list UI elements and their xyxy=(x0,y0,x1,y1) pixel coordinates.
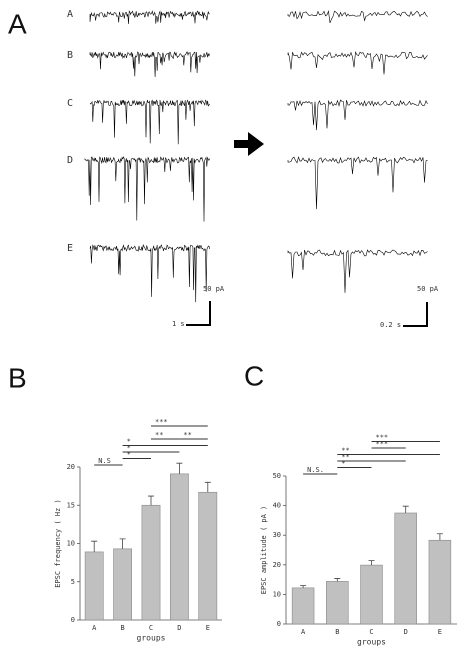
y-tick-label: 20 xyxy=(67,463,75,471)
y-tick-label: 50 xyxy=(273,472,281,480)
significance-label: *** xyxy=(376,434,389,442)
x-tick-label: A xyxy=(301,628,306,636)
x-tick-label: C xyxy=(369,628,373,636)
bar xyxy=(113,548,132,621)
x-tick-label: C xyxy=(149,624,153,632)
trace xyxy=(89,243,210,303)
panel-label: C xyxy=(244,360,264,391)
significance-label: * xyxy=(127,438,131,446)
significance-label: N.S. xyxy=(307,466,324,474)
bar xyxy=(198,491,218,621)
y-tick-label: 0 xyxy=(71,616,75,624)
bar xyxy=(84,551,104,621)
panel-label: B xyxy=(8,362,27,393)
scale-label: 50 pA xyxy=(417,285,439,293)
y-tick-label: 20 xyxy=(273,561,281,569)
y-axis-label: EPSC amplitude ( pA ) xyxy=(260,506,268,595)
error-bar xyxy=(368,560,375,566)
y-axis-label: EPSC frequency ( Hz ) xyxy=(54,499,62,588)
arrow xyxy=(234,132,264,156)
y-tick-label: 10 xyxy=(273,590,281,598)
trace xyxy=(287,10,428,24)
trace xyxy=(287,99,428,131)
trace xyxy=(287,51,428,75)
significance-label: ** xyxy=(341,447,349,455)
error-bar xyxy=(204,481,211,493)
trace xyxy=(89,10,210,25)
error-bar xyxy=(436,533,443,541)
x-tick-label: B xyxy=(335,628,339,636)
trace xyxy=(89,99,210,145)
error-bar xyxy=(334,578,341,582)
significance-label: N.S xyxy=(98,457,111,465)
x-tick-label: B xyxy=(120,624,124,632)
bar xyxy=(394,512,417,625)
y-tick-label: 5 xyxy=(71,578,75,586)
trace xyxy=(89,51,210,78)
y-tick-label: 40 xyxy=(273,502,281,510)
x-axis-label: groups xyxy=(357,638,386,646)
significance-label: * xyxy=(127,444,131,452)
trace xyxy=(84,156,210,222)
bar xyxy=(428,539,452,625)
x-tick-label: A xyxy=(92,624,97,632)
y-tick-label: 0 xyxy=(277,620,281,628)
significance-label: *** xyxy=(376,440,389,448)
x-tick-label: E xyxy=(438,628,442,636)
y-tick-label: 15 xyxy=(67,501,75,509)
x-axis-label: groups xyxy=(137,634,166,643)
row-label: C xyxy=(67,98,73,109)
trace xyxy=(287,249,428,293)
significance-label: ** xyxy=(183,431,191,439)
error-bar xyxy=(176,462,183,474)
scale-label: 50 pA xyxy=(203,285,225,293)
bar xyxy=(170,473,189,621)
y-tick-label: 30 xyxy=(273,531,281,539)
bar xyxy=(291,587,315,625)
scale-label: 0.2 s xyxy=(380,321,401,329)
row-label: D xyxy=(67,155,73,166)
bar xyxy=(141,504,161,621)
error-bar xyxy=(91,540,98,552)
row-label: B xyxy=(67,50,73,61)
x-tick-label: D xyxy=(177,624,181,632)
y-tick-label: 10 xyxy=(67,540,75,548)
error-bar xyxy=(148,495,154,506)
significance-label: ** xyxy=(155,431,163,439)
scale-label: 1 s xyxy=(172,320,185,328)
scale-bar xyxy=(186,301,211,326)
x-tick-label: E xyxy=(206,624,210,632)
bar xyxy=(326,581,349,625)
significance-label: *** xyxy=(155,418,168,426)
significance-label: * xyxy=(341,460,345,468)
panel-label: A xyxy=(8,8,27,39)
row-label: E xyxy=(67,243,73,254)
x-tick-label: D xyxy=(404,628,408,636)
significance-label: ** xyxy=(341,453,349,461)
trace xyxy=(287,156,428,210)
scale-bar xyxy=(403,302,428,327)
bar xyxy=(360,564,383,625)
row-label: A xyxy=(67,9,73,20)
error-bar xyxy=(402,505,409,513)
error-bar xyxy=(119,538,126,549)
error-bar xyxy=(300,585,307,588)
significance-label: * xyxy=(127,451,131,459)
